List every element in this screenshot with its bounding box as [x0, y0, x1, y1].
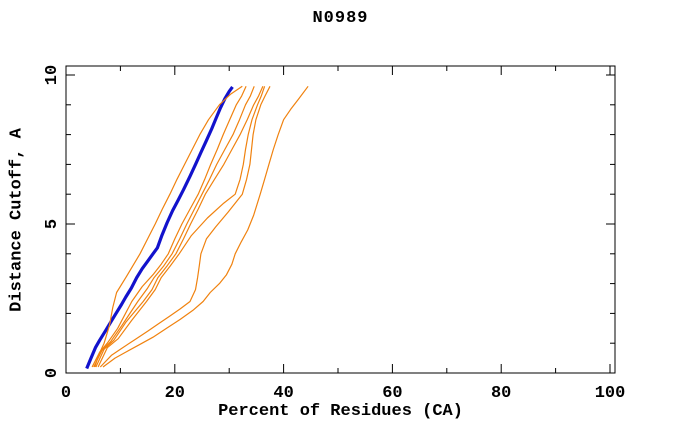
y-tick-label: 0	[43, 368, 62, 378]
y-tick-label: 5	[43, 219, 62, 229]
x-tick-label: 80	[491, 384, 511, 403]
curve-orange-model-7	[102, 85, 309, 368]
x-tick-label: 60	[382, 384, 402, 403]
curve-orange-model-4	[95, 86, 264, 368]
curve-orange-model-5	[97, 86, 266, 368]
x-tick-label: 0	[61, 384, 71, 403]
chart-title: N0989	[312, 9, 369, 28]
curve-orange-model-6	[99, 86, 271, 368]
x-tick-label: 20	[165, 384, 185, 403]
curve-orange-model-1	[94, 85, 243, 368]
x-tick-label: 40	[273, 384, 293, 403]
curve-orange-model-3	[93, 86, 255, 368]
plot-frame	[65, 65, 616, 374]
curve-orange-model-2	[91, 86, 247, 368]
x-tick-label: 100	[595, 384, 626, 403]
y-tick-label: 10	[43, 65, 62, 85]
y-axis-label: Distance Cutoff, A	[7, 128, 27, 312]
curve-blue-model	[85, 85, 234, 370]
x-axis-label: Percent of Residues (CA)	[218, 402, 463, 421]
